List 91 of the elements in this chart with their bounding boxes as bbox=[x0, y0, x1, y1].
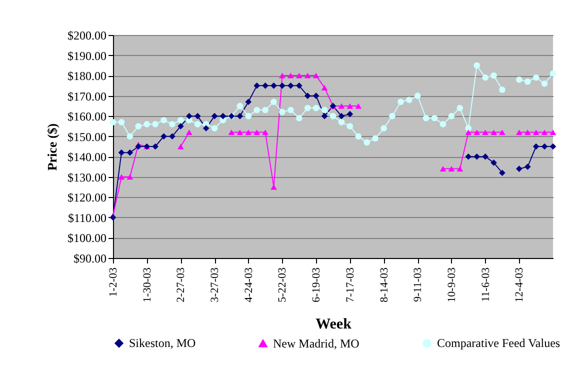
y-tick-label: $130.00 bbox=[68, 170, 106, 184]
y-tick-label: $140.00 bbox=[68, 150, 106, 164]
x-tick-label: 2-27-03 bbox=[175, 267, 188, 302]
point bbox=[532, 130, 540, 136]
point bbox=[178, 123, 184, 130]
point bbox=[550, 130, 556, 136]
point bbox=[118, 174, 125, 180]
y-tick-label: $100.00 bbox=[68, 231, 106, 246]
point bbox=[372, 135, 378, 142]
x-tick-label: 10-9-03 bbox=[446, 267, 458, 302]
point bbox=[406, 96, 412, 104]
point bbox=[524, 164, 531, 170]
point bbox=[550, 70, 556, 77]
point bbox=[398, 98, 404, 106]
point bbox=[490, 72, 497, 79]
point bbox=[541, 143, 548, 150]
point bbox=[126, 174, 134, 180]
point bbox=[135, 123, 142, 130]
x-tick-label: 1-30-03 bbox=[141, 267, 154, 302]
y-tick-label: $150.00 bbox=[68, 130, 106, 144]
point bbox=[516, 166, 522, 172]
legend-label: Comparative Feed Values bbox=[437, 336, 560, 350]
legend-label: New Madrid, MO bbox=[273, 336, 360, 350]
point bbox=[532, 74, 540, 81]
point bbox=[160, 133, 167, 140]
y-tick-label: $190.00 bbox=[68, 48, 106, 63]
point bbox=[482, 74, 488, 81]
point bbox=[126, 133, 134, 140]
point bbox=[211, 112, 218, 120]
point bbox=[516, 76, 522, 83]
point bbox=[211, 125, 218, 132]
y-tick-label: $160.00 bbox=[68, 110, 106, 124]
point bbox=[152, 143, 158, 150]
x-tick-label: 6-19-03 bbox=[310, 267, 323, 302]
x-tick-label: 3-27-03 bbox=[209, 267, 222, 302]
legend-label: Sikeston, MO bbox=[129, 336, 196, 350]
x-axis-title: Week bbox=[316, 316, 352, 332]
point bbox=[364, 139, 370, 146]
point bbox=[194, 121, 201, 128]
point bbox=[541, 130, 548, 136]
point bbox=[456, 104, 464, 112]
point bbox=[144, 121, 150, 128]
point bbox=[414, 92, 421, 99]
point bbox=[440, 121, 446, 128]
y-tick-label: $200.00 bbox=[68, 28, 106, 42]
point bbox=[524, 130, 531, 136]
point bbox=[186, 112, 192, 120]
point bbox=[541, 80, 548, 87]
y-tick-label: $120.00 bbox=[68, 190, 106, 205]
point bbox=[110, 119, 116, 126]
point bbox=[118, 149, 125, 156]
x-tick-label: 7-17-03 bbox=[344, 267, 356, 302]
point bbox=[135, 143, 142, 150]
point bbox=[160, 116, 167, 124]
point bbox=[448, 112, 455, 120]
point bbox=[550, 143, 556, 150]
point bbox=[126, 149, 134, 156]
point bbox=[431, 114, 438, 122]
x-tick-label: 1-2-03 bbox=[108, 267, 120, 297]
point bbox=[474, 62, 480, 69]
point bbox=[169, 121, 176, 128]
x-tick-label: 5-22-03 bbox=[276, 267, 289, 302]
point bbox=[169, 133, 176, 140]
x-tick-label: 8-14-03 bbox=[378, 267, 390, 302]
y-tick-label: $180.00 bbox=[68, 69, 106, 84]
point bbox=[202, 125, 210, 132]
y-tick-label: $90.00 bbox=[74, 252, 106, 266]
point bbox=[118, 119, 125, 126]
point bbox=[380, 125, 387, 132]
point bbox=[194, 112, 201, 120]
x-tick-label: 11-6-03 bbox=[480, 267, 492, 302]
point bbox=[220, 112, 226, 120]
point bbox=[389, 112, 396, 120]
x-tick-label: 4-24-03 bbox=[242, 267, 255, 302]
point bbox=[465, 125, 472, 132]
point bbox=[178, 144, 184, 150]
point bbox=[152, 121, 158, 128]
x-tick-label: 9-11-03 bbox=[412, 267, 424, 302]
point bbox=[186, 130, 192, 136]
point bbox=[516, 130, 522, 136]
point bbox=[110, 214, 116, 221]
y-tick-label: $110.00 bbox=[68, 210, 106, 225]
y-tick-label: $170.00 bbox=[68, 89, 106, 104]
point bbox=[532, 143, 540, 150]
point bbox=[524, 78, 531, 85]
point bbox=[178, 116, 184, 124]
y-axis-title: Price ($) bbox=[44, 123, 60, 171]
point bbox=[422, 114, 430, 122]
x-tick-label: 12-4-03 bbox=[514, 267, 526, 302]
point bbox=[499, 86, 506, 93]
point bbox=[499, 170, 506, 176]
